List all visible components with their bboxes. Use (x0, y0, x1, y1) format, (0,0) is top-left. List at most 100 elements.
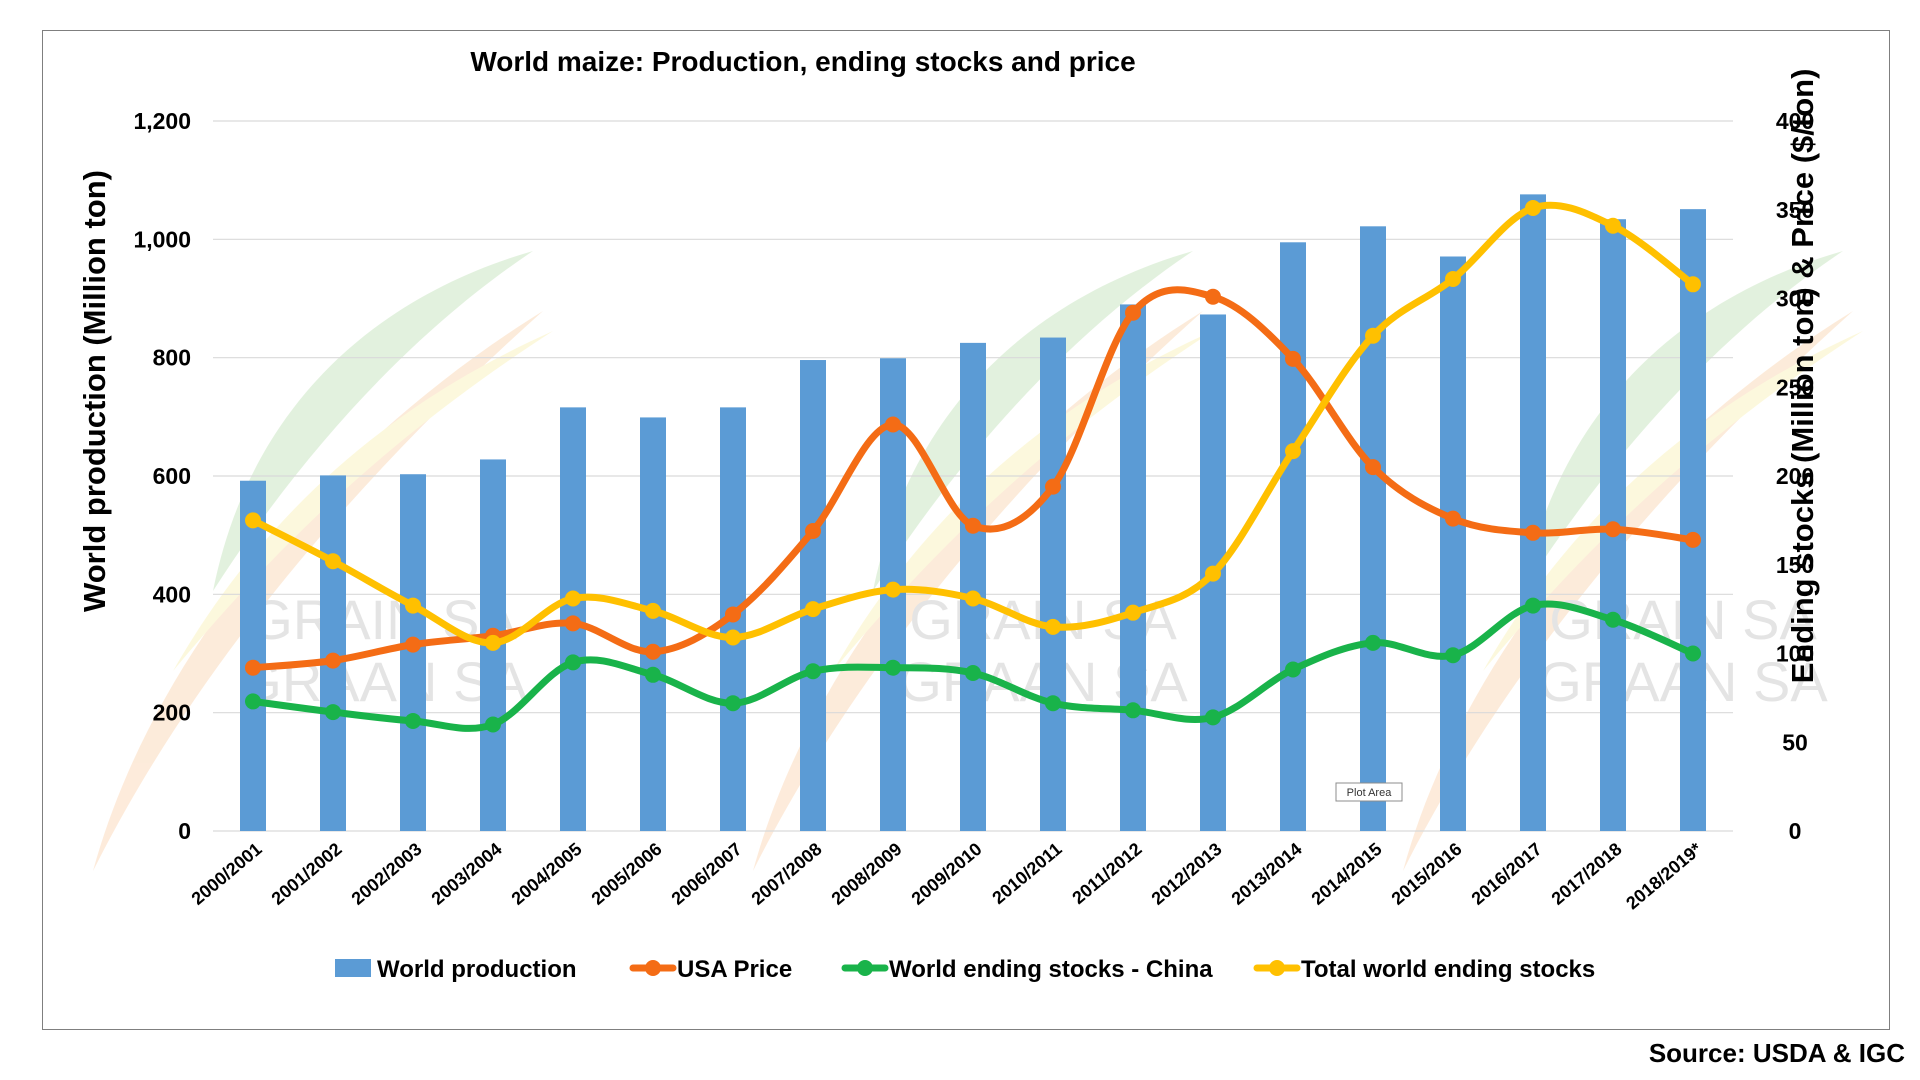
point-total-world-ending-stocks (965, 590, 981, 607)
point-world-ending-stocks-china (1685, 645, 1701, 662)
x-tick-label: 2018/2019* (1622, 839, 1705, 914)
bar-world-production (1440, 256, 1466, 831)
y-axis-right-title: Ending stocks (Million ton) & Price ($/t… (1785, 69, 1820, 684)
x-tick-label: 2010/2011 (988, 839, 1065, 908)
legend-swatch-marker (645, 960, 661, 976)
x-tick-label: 2013/2014 (1228, 839, 1306, 909)
x-axis-ticks: 2000/2001 2001/2002 2002/2003 2003/2004 2004… (188, 839, 1706, 914)
point-world-ending-stocks-china (725, 695, 741, 712)
point-total-world-ending-stocks (885, 581, 901, 598)
legend-swatch-marker (1269, 960, 1285, 976)
point-world-ending-stocks-china (1125, 702, 1141, 719)
bar-world-production (960, 342, 986, 831)
point-world-ending-stocks-china (325, 704, 341, 721)
x-tick-label: 2006/2007 (668, 839, 746, 909)
point-world-ending-stocks-china (805, 663, 821, 680)
legend: World production USA Price World ending st… (335, 956, 1595, 983)
point-usa-price (245, 659, 261, 676)
x-tick-label: 2012/2013 (1148, 839, 1226, 909)
x-tick-label: 2009/2010 (908, 839, 986, 909)
x-tick-label: 2004/2005 (508, 839, 586, 909)
point-world-ending-stocks-china (1605, 611, 1621, 628)
point-usa-price (1045, 478, 1061, 495)
x-tick-label: 2014/2015 (1308, 839, 1386, 909)
point-total-world-ending-stocks (485, 634, 501, 651)
point-usa-price (565, 615, 581, 632)
point-usa-price (965, 517, 981, 534)
point-world-ending-stocks-china (645, 666, 661, 683)
point-total-world-ending-stocks (805, 601, 821, 618)
point-total-world-ending-stocks (565, 590, 581, 607)
point-total-world-ending-stocks (1605, 217, 1621, 234)
legend-label: USA Price (677, 956, 792, 983)
point-world-ending-stocks-china (245, 693, 261, 710)
point-usa-price (405, 636, 421, 653)
y-left-tick-label: 600 (153, 463, 191, 489)
point-world-ending-stocks-china (405, 712, 421, 729)
y-axis-left-ticks: 0 200 400 600 800 1,000 1,200 (133, 108, 191, 844)
y-left-tick-label: 1,200 (133, 108, 191, 134)
point-total-world-ending-stocks (1125, 604, 1141, 621)
legend-swatch-marker (857, 960, 873, 976)
y-right-tick-label: 300 (1776, 286, 1814, 312)
y-left-tick-label: 1,000 (133, 226, 191, 252)
x-tick-label: 2003/2004 (428, 839, 506, 909)
legend-item-world-ending-stocks-china: World ending stocks - China (841, 956, 1213, 983)
point-world-ending-stocks-china (1285, 661, 1301, 678)
point-usa-price (1285, 350, 1301, 367)
point-world-ending-stocks-china (885, 659, 901, 676)
point-total-world-ending-stocks (725, 629, 741, 646)
y-right-tick-label: 50 (1782, 729, 1808, 755)
chart-title: World maize: Production, ending stocks a… (470, 46, 1135, 77)
y-left-tick-label: 400 (153, 581, 191, 607)
point-world-ending-stocks-china (1445, 647, 1461, 664)
x-tick-label: 2016/2017 (1468, 839, 1546, 909)
bar-world-production (800, 360, 826, 831)
point-total-world-ending-stocks (645, 602, 661, 619)
point-usa-price (1685, 531, 1701, 548)
point-world-ending-stocks-china (1525, 597, 1541, 614)
x-tick-label: 2005/2006 (588, 839, 666, 909)
point-world-ending-stocks-china (1045, 695, 1061, 712)
point-world-ending-stocks-china (1205, 709, 1221, 726)
source-note: Source: USDA & IGC (1649, 1038, 1905, 1068)
x-tick-label: 2002/2003 (348, 839, 426, 909)
bar-world-production (1680, 209, 1706, 832)
point-usa-price (1125, 304, 1141, 321)
y-axis-right-ticks: 0 50 100 150 200 250 300 350 400 (1776, 108, 1814, 844)
plot-area-tooltip: Plot Area (1335, 782, 1403, 802)
point-total-world-ending-stocks (1365, 327, 1381, 344)
point-world-ending-stocks-china (1365, 634, 1381, 651)
bar-world-production (1040, 337, 1066, 831)
x-tick-label: 2015/2016 (1388, 839, 1466, 909)
y-right-tick-label: 200 (1776, 463, 1814, 489)
y-right-tick-label: 0 (1789, 818, 1802, 844)
bar-world-production (1120, 304, 1146, 832)
y-right-tick-label: 350 (1776, 197, 1814, 223)
point-usa-price (1365, 459, 1381, 476)
bar-world-production (240, 480, 266, 831)
point-world-ending-stocks-china (485, 716, 501, 733)
point-usa-price (885, 416, 901, 433)
point-usa-price (725, 606, 741, 623)
legend-label: World ending stocks - China (889, 956, 1213, 983)
x-tick-label: 2001/2002 (268, 839, 346, 909)
point-usa-price (325, 652, 341, 669)
bar-world-production (1520, 194, 1546, 831)
point-total-world-ending-stocks (1045, 618, 1061, 635)
point-usa-price (805, 523, 821, 540)
point-world-ending-stocks-china (565, 654, 581, 671)
legend-label: Total world ending stocks (1301, 956, 1595, 983)
point-total-world-ending-stocks (1205, 565, 1221, 582)
y-right-tick-label: 100 (1776, 641, 1814, 667)
point-total-world-ending-stocks (1285, 443, 1301, 460)
point-usa-price (1605, 521, 1621, 538)
point-total-world-ending-stocks (325, 553, 341, 570)
legend-item-world-production: World production (335, 956, 577, 983)
bar-world-production (1280, 242, 1306, 831)
bar-world-production (640, 417, 666, 831)
point-world-ending-stocks-china (965, 665, 981, 682)
point-total-world-ending-stocks (1525, 199, 1541, 216)
